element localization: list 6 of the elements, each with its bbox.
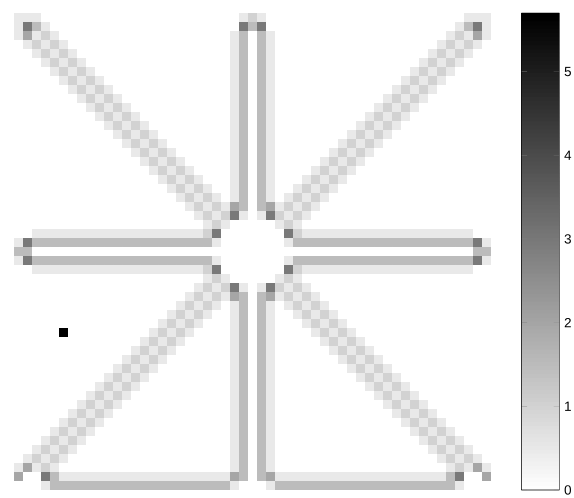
color-bar-label: 0: [564, 485, 571, 495]
color-bar-label: 4: [564, 150, 572, 160]
color-bar-label: 5: [564, 66, 571, 76]
color-bar-label: 1: [565, 402, 571, 411]
color-bar-label: 3: [564, 234, 571, 244]
color-bar-label: 2: [564, 318, 571, 328]
